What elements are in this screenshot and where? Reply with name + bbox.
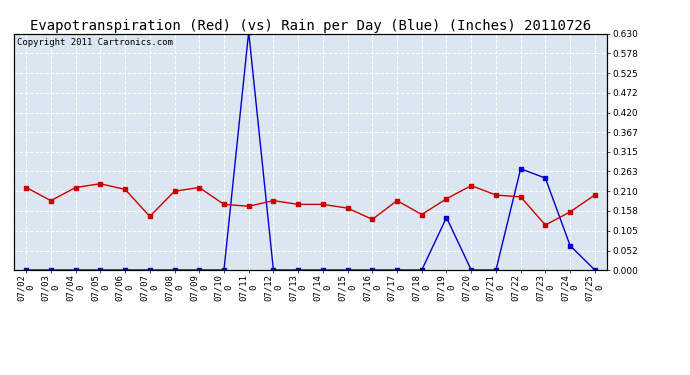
Title: Evapotranspiration (Red) (vs) Rain per Day (Blue) (Inches) 20110726: Evapotranspiration (Red) (vs) Rain per D… (30, 19, 591, 33)
Text: Copyright 2011 Cartronics.com: Copyright 2011 Cartronics.com (17, 39, 172, 48)
